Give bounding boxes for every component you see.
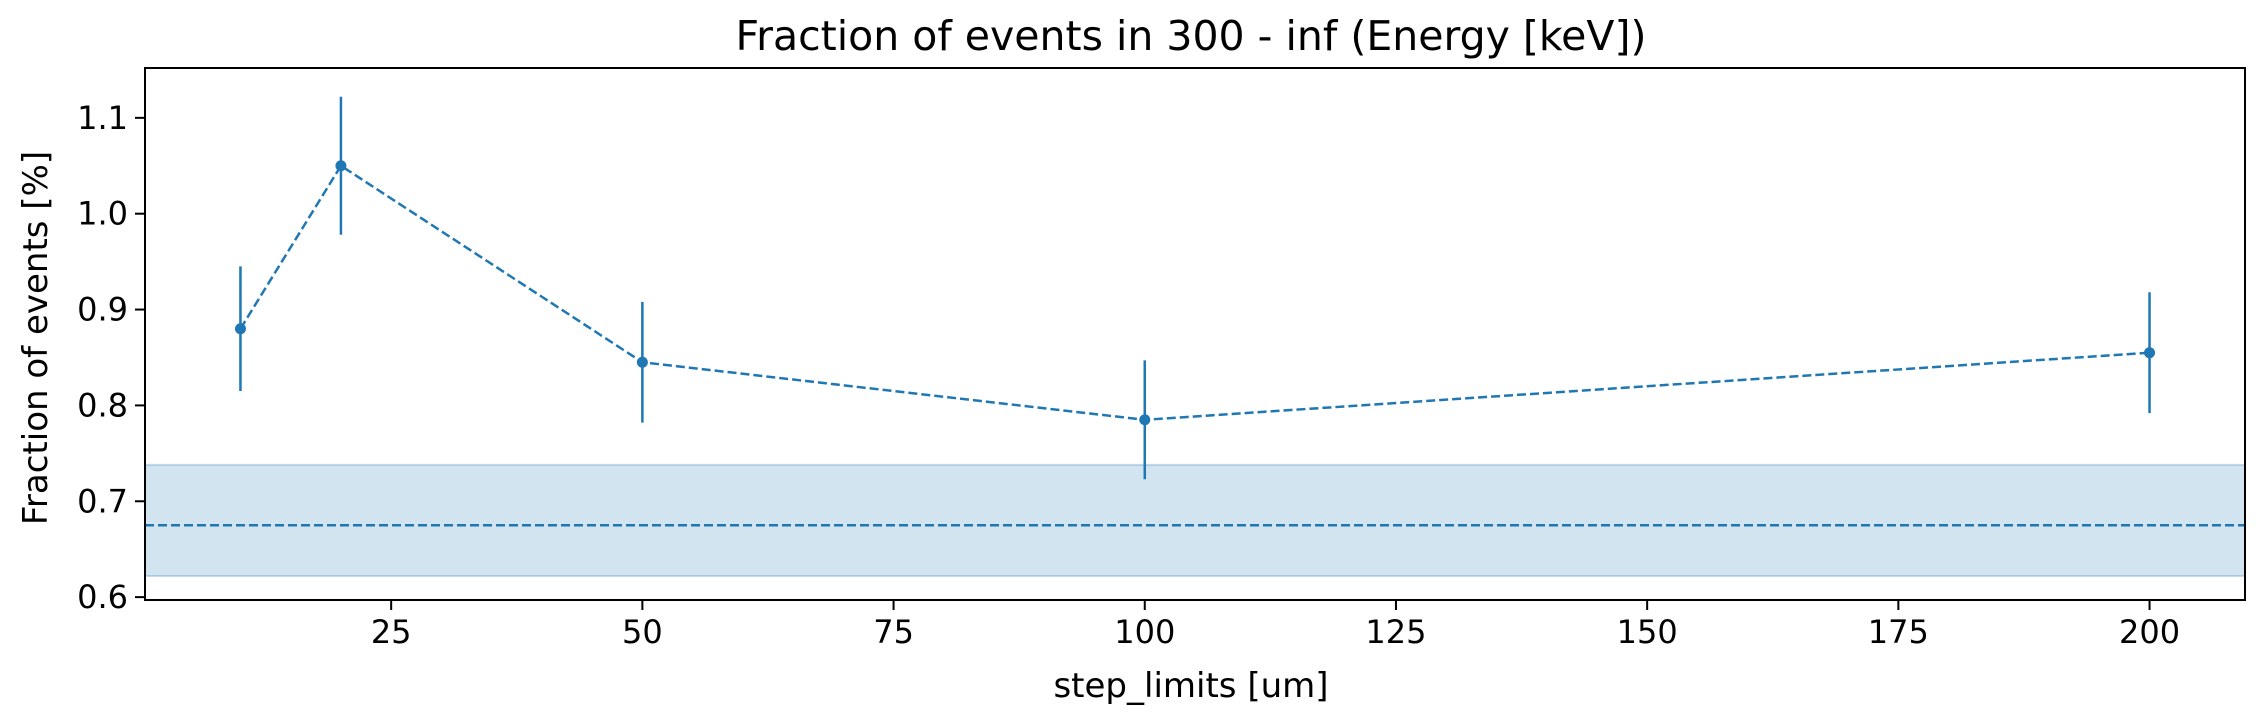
y-tick-label: 1.0 — [77, 195, 128, 233]
plot-frame — [144, 67, 2246, 601]
data-point — [234, 323, 246, 335]
y-tick-label: 0.9 — [77, 291, 128, 329]
x-axis-label: step_limits [um] — [1053, 666, 1328, 706]
chart-title: Fraction of events in 300 - inf (Energy … — [736, 12, 1647, 60]
x-tick-label: 25 — [371, 613, 412, 651]
plot-area — [144, 96, 2246, 578]
x-tick-label: 175 — [1868, 613, 1929, 651]
y-tick-label: 0.6 — [77, 578, 128, 616]
x-tick-label: 100 — [1114, 613, 1175, 651]
data-point — [2144, 347, 2156, 359]
y-axis-label: Fraction of events [%] — [16, 151, 56, 525]
y-tick-label: 0.8 — [77, 386, 128, 424]
x-tick-label: 125 — [1365, 613, 1426, 651]
data-point — [636, 356, 648, 368]
x-tick-label: 150 — [1617, 613, 1678, 651]
x-tick-label: 75 — [873, 613, 914, 651]
data-point — [1139, 414, 1151, 426]
y-tick-label: 0.7 — [77, 482, 128, 520]
series-line — [239, 164, 2150, 422]
x-tick-label: 50 — [622, 613, 663, 651]
reference-band — [144, 463, 2246, 578]
x-tick-label: 200 — [2119, 613, 2180, 651]
axes: 25 50 75 100 125 150 175 200 0.6 0.7 0.8 0.9 1.0 1.1 — [77, 67, 2246, 651]
y-tick-label: 1.1 — [77, 99, 128, 137]
data-point — [335, 160, 347, 172]
